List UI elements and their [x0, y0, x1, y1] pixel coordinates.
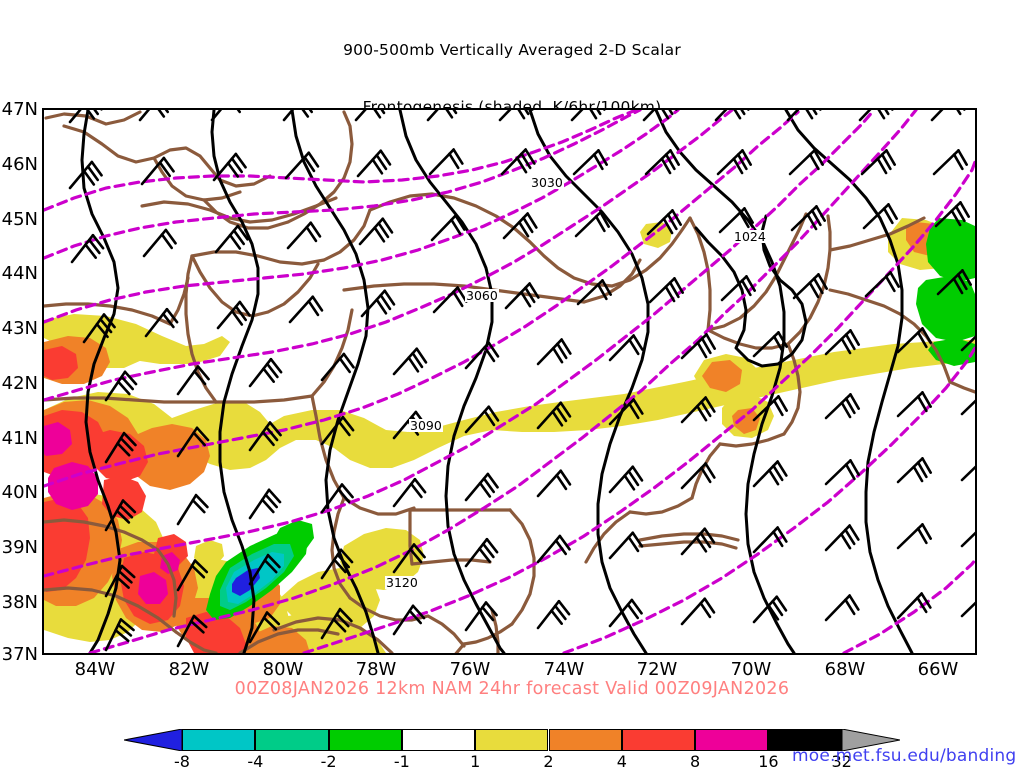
colorbar-tick-4: 4 — [616, 752, 627, 771]
contour-label-3090: 3090 — [409, 418, 443, 433]
ytick-40n: 40N — [1, 482, 38, 503]
xtick-82w: 82W — [168, 659, 210, 680]
colorbar-tick-8: 8 — [690, 752, 701, 771]
colorbar: -8 -4 -2 -1 1 2 4 8 16 32 — [124, 729, 900, 770]
ytick-42n: 42N — [1, 373, 38, 394]
ytick-43n: 43N — [1, 318, 38, 339]
map-plot-area: 3030 3060 3090 3120 1024 — [42, 108, 977, 655]
xtick-80w: 80W — [262, 659, 304, 680]
colorbar-tick-1: 1 — [470, 752, 481, 771]
ytick-39n: 39N — [1, 537, 38, 558]
colorbar-tick-16: 16 — [758, 752, 779, 771]
xtick-74w: 74W — [543, 659, 585, 680]
xtick-84w: 84W — [74, 659, 116, 680]
colorbar-segment-3 — [401, 729, 476, 751]
colorbar-tick--4: -4 — [247, 752, 264, 771]
xtick-76w: 76W — [449, 659, 491, 680]
xtick-78w: 78W — [355, 659, 397, 680]
contour-label-3030: 3030 — [530, 175, 564, 190]
ytick-41n: 41N — [1, 428, 38, 449]
colorbar-segment-0 — [182, 729, 256, 751]
xtick-72w: 72W — [636, 659, 678, 680]
colorbar-segment-5 — [548, 729, 622, 751]
colorbar-segment-1 — [255, 729, 329, 751]
colorbar-segment-2 — [328, 729, 402, 751]
wind-barbs-layer — [68, 110, 975, 652]
colorbar-tick--8: -8 — [174, 752, 190, 771]
site-watermark: moe.met.fsu.edu/banding — [792, 746, 1017, 766]
contour-label-1024: 1024 — [733, 229, 767, 244]
contour-label-3060: 3060 — [465, 288, 499, 303]
forecast-caption: 00Z08JAN2026 12km NAM 24hr forecast Vali… — [234, 679, 790, 699]
colorbar-segment-4 — [475, 729, 549, 751]
ytick-45n: 45N — [1, 209, 38, 230]
colorbar-tick--2: -2 — [320, 752, 337, 771]
colorbar-segment-6 — [621, 729, 696, 751]
xtick-68w: 68W — [824, 659, 866, 680]
xtick-66w: 66W — [917, 659, 959, 680]
colorbar-high-arrow — [842, 729, 900, 751]
colorbar-tick-2: 2 — [543, 752, 554, 771]
xtick-70w: 70W — [730, 659, 772, 680]
colorbar-tick--1: -1 — [393, 752, 410, 771]
ytick-47n: 47N — [1, 99, 38, 120]
colorbar-segment-7 — [695, 729, 769, 751]
ytick-37n: 37N — [1, 644, 38, 665]
ytick-46n: 46N — [1, 154, 38, 175]
frontogenesis-shading-layer — [44, 110, 975, 653]
ytick-44n: 44N — [1, 263, 38, 284]
colorbar-tick-32: 32 — [831, 752, 852, 771]
colorbar-low-arrow — [124, 729, 182, 751]
map-canvas: 3030 3060 3090 3120 1024 — [44, 110, 975, 653]
colorbar-segment-8 — [768, 729, 842, 751]
ytick-38n: 38N — [1, 592, 38, 613]
title-line-1: 900-500mb Vertically Averaged 2-D Scalar — [343, 40, 681, 59]
shade-blue — [232, 568, 260, 596]
political-borders-layer — [44, 110, 975, 653]
contour-label-3120: 3120 — [385, 575, 419, 590]
